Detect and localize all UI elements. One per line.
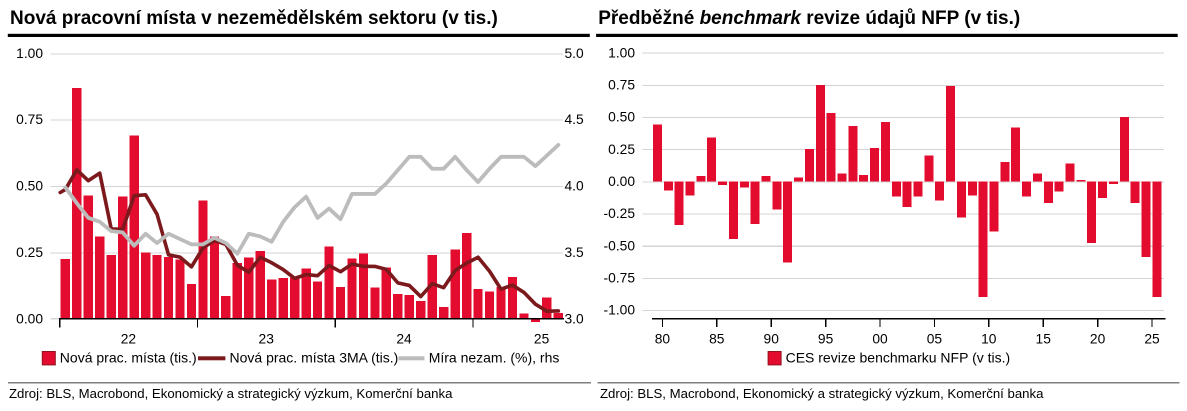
svg-text:0.25: 0.25 [608,142,635,157]
svg-text:05: 05 [927,332,943,347]
svg-text:20: 20 [1090,332,1106,347]
svg-text:1.00: 1.00 [608,45,635,60]
svg-text:00: 00 [872,332,888,347]
svg-text:0.75: 0.75 [16,112,43,127]
svg-text:1.00: 1.00 [16,46,43,61]
svg-text:-0.25: -0.25 [604,206,636,221]
svg-text:Nová prac. místa (tis.): Nová prac. místa (tis.) [60,350,197,366]
svg-text:15: 15 [1036,332,1052,347]
svg-text:Zdroj: BLS, Macrobond, Ekonomi: Zdroj: BLS, Macrobond, Ekonomický a stra… [9,386,453,401]
svg-text:0.50: 0.50 [608,110,635,125]
svg-text:4.5: 4.5 [565,112,585,127]
svg-text:Nová pracovní místa v nezemědě: Nová pracovní místa v nezemědělském sekt… [10,8,498,29]
svg-text:80: 80 [655,332,671,347]
svg-text:0.00: 0.00 [16,311,43,326]
svg-text:Předběžné benchmark revize úda: Předběžné benchmark revize údajů NFP (v … [598,8,1020,29]
svg-text:95: 95 [818,332,834,347]
svg-text:Zdroj: BLS, Macrobond, Ekonomi: Zdroj: BLS, Macrobond, Ekonomický a stra… [600,386,1044,401]
svg-text:-1.00: -1.00 [604,303,636,318]
svg-text:0.25: 0.25 [16,245,43,260]
svg-text:Nová prac. místa 3MA (tis.): Nová prac. místa 3MA (tis.) [230,350,399,366]
svg-text:24: 24 [396,332,412,347]
svg-text:-0.50: -0.50 [604,238,636,253]
svg-text:90: 90 [764,332,780,347]
svg-text:22: 22 [121,332,136,347]
svg-text:25: 25 [534,332,550,347]
svg-text:0.00: 0.00 [608,174,635,189]
svg-text:Míra nezam. (%), rhs: Míra nezam. (%), rhs [429,350,560,366]
svg-text:23: 23 [259,332,275,347]
svg-text:4.0: 4.0 [565,179,585,194]
svg-text:-0.75: -0.75 [604,271,636,286]
svg-text:0.75: 0.75 [608,77,635,92]
svg-text:85: 85 [709,332,725,347]
svg-text:10: 10 [981,332,997,347]
svg-text:25: 25 [1144,332,1160,347]
svg-text:3.0: 3.0 [565,311,585,326]
svg-text:0.50: 0.50 [16,179,43,194]
svg-text:5.0: 5.0 [565,46,585,61]
svg-text:CES revize benchmarku NFP (v t: CES revize benchmarku NFP (v tis.) [786,350,1011,366]
svg-text:3.5: 3.5 [565,245,585,260]
